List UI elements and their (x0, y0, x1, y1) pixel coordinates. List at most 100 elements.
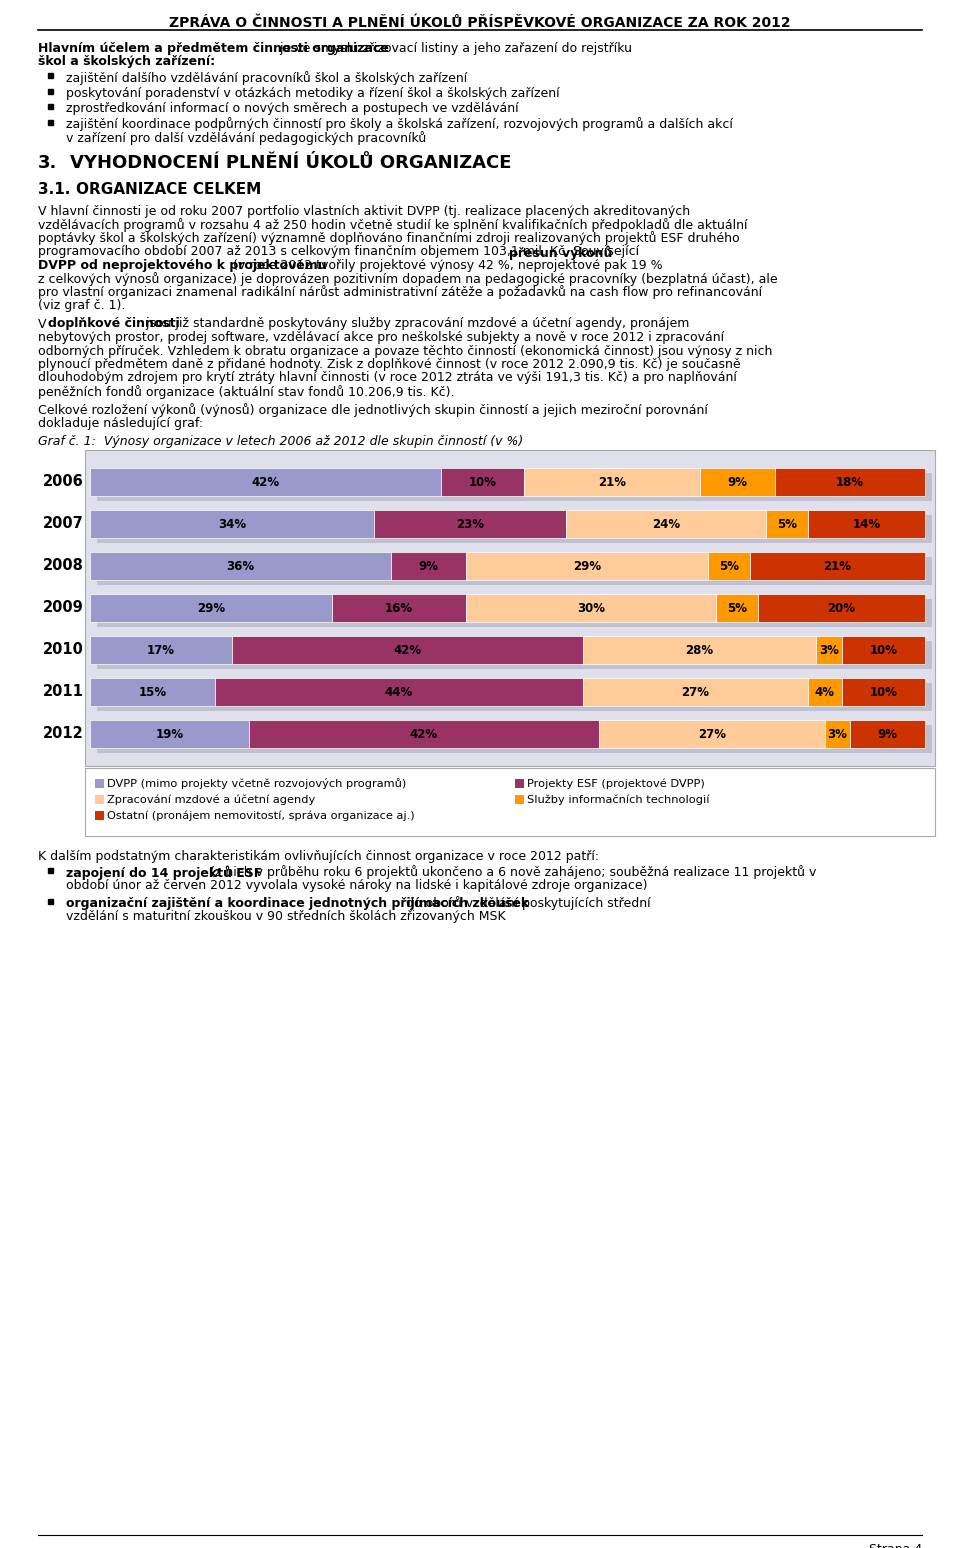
Text: 24%: 24% (652, 517, 681, 531)
Text: odborných příruček. Vzhledem k obratu organizace a povaze těchto činností (ekono: odborných příruček. Vzhledem k obratu or… (38, 345, 773, 358)
Text: je ve smyslu zřizovací listiny a jeho zařazení do rejstříku: je ve smyslu zřizovací listiny a jeho za… (276, 42, 633, 56)
Text: 9%: 9% (419, 559, 438, 573)
Bar (750, 553, 925, 580)
Bar (90, 594, 332, 622)
Text: 4%: 4% (815, 686, 835, 698)
Text: zapojení do 14 projektů ESF: zapojení do 14 projektů ESF (66, 865, 262, 881)
Text: Hlavním účelem a předmětem činnosti organizace: Hlavním účelem a předmětem činnosti orga… (38, 42, 389, 56)
Text: 10%: 10% (468, 475, 496, 489)
Bar (758, 594, 925, 622)
Bar (466, 594, 716, 622)
Text: 3.1.: 3.1. (38, 183, 70, 198)
Bar (97, 474, 932, 502)
Text: 42%: 42% (410, 728, 438, 740)
Bar (232, 636, 583, 664)
Bar (599, 720, 825, 748)
Bar (90, 720, 249, 748)
Text: 34%: 34% (218, 517, 246, 531)
Text: 2008: 2008 (43, 559, 84, 573)
Text: 29%: 29% (197, 602, 226, 615)
Text: DVPP od neprojektového k projektovému: DVPP od neprojektového k projektovému (38, 259, 326, 271)
Text: 2006: 2006 (43, 475, 84, 489)
Text: 36%: 36% (227, 559, 254, 573)
Text: vzdělání s maturitní zkouškou v 90 středních školách zřizovaných MSK: vzdělání s maturitní zkouškou v 90 střed… (66, 910, 506, 923)
Text: poskytování poradenství v otázkách metodiky a řízení škol a školských zařízení: poskytování poradenství v otázkách metod… (66, 87, 560, 99)
Text: 29%: 29% (573, 559, 601, 573)
Text: ZPRÁVA O ČINNOSTI A PLNĚNÍ ÚKOLŮ PŘÍSPĚVKOVÉ ORGANIZACE ZA ROK 2012: ZPRÁVA O ČINNOSTI A PLNĚNÍ ÚKOLŮ PŘÍSPĚV… (169, 15, 791, 29)
Text: dokladuje následující graf:: dokladuje následující graf: (38, 416, 204, 430)
Bar (215, 678, 583, 706)
Text: 9%: 9% (877, 728, 898, 740)
Bar (524, 467, 700, 495)
Bar (515, 796, 524, 803)
Bar (48, 867, 53, 873)
Text: zajištění koordinace podpůrných činností pro školy a školská zařízení, rozvojový: zajištění koordinace podpůrných činností… (66, 118, 732, 132)
Bar (97, 683, 932, 711)
Bar (48, 73, 53, 77)
Text: 21%: 21% (598, 475, 626, 489)
Text: v zařízení pro další vzdělávání pedagogických pracovníků: v zařízení pro další vzdělávání pedagogi… (66, 132, 426, 146)
Text: 21%: 21% (824, 559, 852, 573)
Bar (48, 88, 53, 93)
Text: 10%: 10% (869, 644, 898, 656)
Text: 5%: 5% (727, 602, 747, 615)
Text: (v roce 2012 tvořily projektové výnosy 42 %, neprojektové pak 19 %: (v roce 2012 tvořily projektové výnosy 4… (229, 259, 663, 271)
Text: plynoucí předmětem daně z přidané hodnoty. Zisk z doplňkové činnost (v roce 2012: plynoucí předmětem daně z přidané hodnot… (38, 358, 740, 372)
Text: 5%: 5% (778, 517, 797, 531)
Text: zajištění dalšího vzdělávání pracovníků škol a školských zařízení: zajištění dalšího vzdělávání pracovníků … (66, 71, 468, 85)
Text: 44%: 44% (385, 686, 413, 698)
Text: 18%: 18% (836, 475, 864, 489)
Bar (373, 509, 566, 539)
Text: 30%: 30% (577, 602, 605, 615)
Text: přesun výkonů: přesun výkonů (509, 245, 612, 260)
Text: 9%: 9% (727, 475, 747, 489)
Bar (842, 636, 925, 664)
Text: DVPP (mimo projekty včetně rozvojových programů): DVPP (mimo projekty včetně rozvojových p… (107, 779, 406, 789)
Text: poptávky škol a školských zařízení) významně doplňováno finančními zdroji realiz: poptávky škol a školských zařízení) význ… (38, 232, 739, 246)
Bar (48, 898, 53, 904)
Text: z celkových výnosů organizace) je doprovázen pozitivním dopadem na pedagogické p: z celkových výnosů organizace) je doprov… (38, 272, 778, 286)
Text: organizační zajištění a koordinace jednotných přijímacích zkoušek: organizační zajištění a koordinace jedno… (66, 896, 529, 910)
Text: zprostředkování informací o nových směrech a postupech ve vzdělávání: zprostředkování informací o nových směre… (66, 102, 518, 115)
Text: 20%: 20% (828, 602, 855, 615)
Bar (249, 720, 599, 748)
Bar (566, 509, 766, 539)
Bar (90, 509, 373, 539)
Text: 28%: 28% (685, 644, 713, 656)
Text: programovacího období 2007 až 2013 s celkovým finančním objemem 103,1 mil. Kč. S: programovacího období 2007 až 2013 s cel… (38, 245, 643, 259)
Text: Služby informačních technologií: Služby informačních technologií (527, 794, 709, 805)
Bar (466, 553, 708, 580)
Bar (48, 119, 53, 124)
Bar (808, 509, 925, 539)
Text: 2011: 2011 (43, 684, 84, 700)
Bar (766, 509, 808, 539)
Bar (85, 450, 935, 766)
Text: Graf č. 1:  Výnosy organizace v letech 2006 až 2012 dle skupin činností (v %): Graf č. 1: Výnosy organizace v letech 20… (38, 435, 523, 447)
Text: doplňkové činnosti: doplňkové činnosti (48, 317, 180, 331)
Text: Celkové rozložení výkonů (výnosů) organizace dle jednotlivých skupin činností a : Celkové rozložení výkonů (výnosů) organi… (38, 404, 708, 418)
Text: Zpracování mzdové a účetní agendy: Zpracování mzdové a účetní agendy (107, 794, 315, 805)
Text: 15%: 15% (138, 686, 167, 698)
Bar (97, 724, 932, 752)
Text: nebytových prostor, prodej software, vzdělávací akce pro neškolské subjekty a no: nebytových prostor, prodej software, vzd… (38, 331, 724, 344)
Bar (90, 467, 441, 495)
Bar (825, 720, 850, 748)
Bar (95, 779, 104, 788)
Text: 42%: 42% (252, 475, 279, 489)
Text: 27%: 27% (698, 728, 726, 740)
Bar (90, 553, 391, 580)
Text: V: V (38, 317, 51, 331)
Text: 5%: 5% (719, 559, 739, 573)
Text: Ostatní (pronájem nemovitostí, správa organizace aj.): Ostatní (pronájem nemovitostí, správa or… (107, 810, 415, 820)
Text: 17%: 17% (147, 644, 175, 656)
Bar (441, 467, 524, 495)
Text: pro vlastní organizaci znamenal radikální nárůst administrativní zátěže a požada: pro vlastní organizaci znamenal radikáln… (38, 285, 762, 299)
Text: 19%: 19% (156, 728, 183, 740)
Text: do oborů vzdělání poskytujících střední: do oborů vzdělání poskytujících střední (402, 896, 651, 910)
Text: 2007: 2007 (43, 517, 84, 531)
Text: škol a školských zařízení:: škol a školských zařízení: (38, 56, 215, 68)
Bar (97, 515, 932, 543)
Bar (95, 811, 104, 820)
Text: 2012: 2012 (43, 726, 84, 741)
Bar (48, 104, 53, 108)
